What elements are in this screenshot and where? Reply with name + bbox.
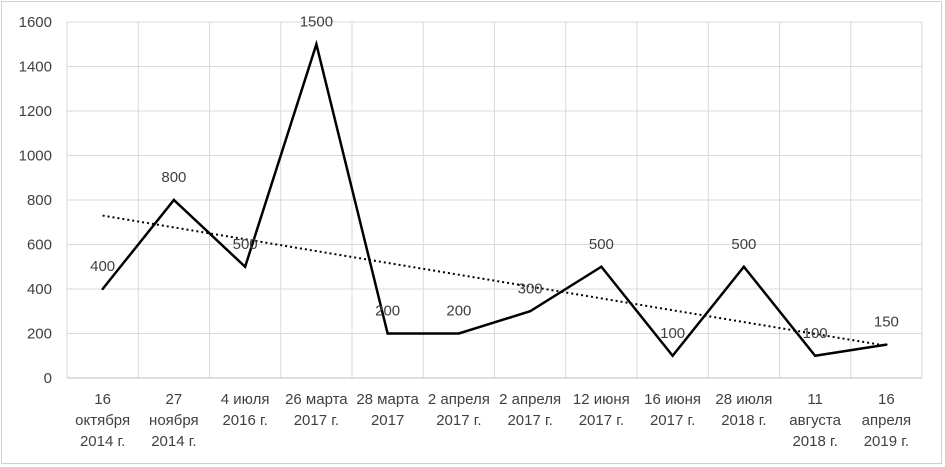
data-label-10: 100 <box>803 325 828 342</box>
x-tick-label-2: 4 июля 2016 г. <box>221 391 270 429</box>
data-point-9 <box>742 265 746 268</box>
y-axis: 0 200 400 600 800 1000 1200 1400 1600 <box>19 14 52 387</box>
data-label-11: 150 <box>874 314 899 331</box>
x-tick-label-10: 11 августа 2018 г. <box>789 391 841 450</box>
data-point-2 <box>243 265 247 268</box>
data-label-1: 800 <box>161 169 186 186</box>
data-label-0: 400 <box>90 258 115 275</box>
x-tick-label-11: 16 апреля 2019 г. <box>862 391 912 450</box>
y-tick-label-0: 0 <box>44 370 52 387</box>
data-label-8: 100 <box>660 325 685 342</box>
data-label-2: 500 <box>233 236 258 253</box>
data-label-7: 500 <box>589 236 614 253</box>
data-point-11 <box>885 343 888 346</box>
data-labels: 400 800 500 1500 200 200 300 500 100 500 100 150 <box>90 13 899 342</box>
gridlines <box>66 21 923 379</box>
data-label-4: 200 <box>375 303 400 320</box>
data-label-9: 500 <box>731 236 756 253</box>
x-tick-label-9: 28 июля 2018 г. <box>715 391 772 429</box>
x-tick-label-6: 2 апреля 2017 г. <box>499 391 561 429</box>
data-label-6: 300 <box>518 280 543 297</box>
y-tick-label-4: 800 <box>27 192 52 209</box>
y-tick-label-8: 1600 <box>19 14 52 31</box>
series-polyline-0 <box>101 39 887 358</box>
x-tick-label-7: 12 июня 2017 г. <box>573 391 630 429</box>
data-point-1 <box>172 198 176 202</box>
data-label-5: 200 <box>446 303 471 320</box>
y-tick-label-1: 200 <box>27 326 52 343</box>
data-point-10 <box>813 354 817 357</box>
x-tick-label-4: 28 марта 2017 <box>356 391 419 429</box>
data-point-5 <box>457 332 461 335</box>
series-line <box>101 39 888 358</box>
x-tick-label-8: 16 июня 2017 г. <box>644 391 701 429</box>
y-tick-label-3: 600 <box>27 237 52 254</box>
x-tick-label-0: 16 октября 2014 г. <box>75 391 130 450</box>
y-tick-label-7: 1400 <box>19 59 52 76</box>
data-point-7 <box>600 265 603 268</box>
y-tick-label-2: 400 <box>27 281 52 298</box>
data-label-3: 1500 <box>300 13 333 30</box>
data-point-3 <box>315 43 318 46</box>
x-tick-label-3: 26 марта 2017 г. <box>285 391 348 429</box>
x-tick-label-5: 2 апреля 2017 г. <box>428 391 490 429</box>
data-point-0 <box>101 287 104 291</box>
x-tick-label-1: 27 ноября 2014 г. <box>149 391 199 450</box>
y-tick-label-5: 1000 <box>19 148 52 165</box>
data-point-8 <box>671 354 674 357</box>
y-tick-label-6: 1200 <box>19 103 52 120</box>
data-point-4 <box>386 332 389 335</box>
data-point-6 <box>528 310 532 313</box>
x-axis: 16 октября 2014 г. 27 ноября 2014 г. 4 июля 201… <box>67 377 922 450</box>
